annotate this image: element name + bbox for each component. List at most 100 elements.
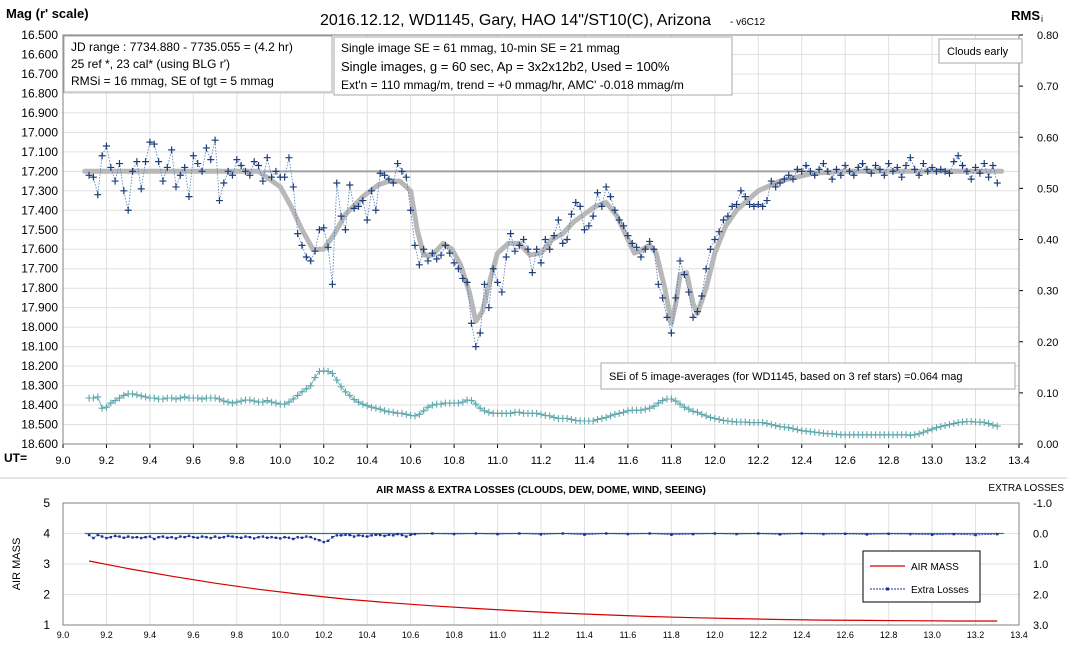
mag-point	[215, 197, 223, 205]
mag-point	[311, 247, 319, 255]
extra-losses-point	[200, 535, 204, 538]
extra-losses-point	[270, 535, 273, 539]
mag-point	[424, 257, 432, 265]
rms-point	[328, 369, 336, 377]
x-tick-label: 10.2	[313, 455, 334, 467]
x-tick-label: 13.2	[965, 455, 986, 467]
sub-plot-frame	[62, 502, 1020, 626]
extra-losses-point	[496, 532, 499, 536]
rms-point	[324, 367, 332, 375]
extra-losses-point	[413, 532, 417, 536]
x-axis-ticks: 9.0 9.2 9.4 9.6 9.8 10.0 10.2 10.4 10.6 10.8 11.0 1…	[55, 455, 1029, 467]
info-box-1	[63, 35, 333, 93]
rms-point	[759, 419, 767, 427]
mag-point	[94, 191, 102, 199]
mag-point	[420, 245, 428, 253]
extra-losses-point	[153, 537, 156, 541]
rms-point	[250, 397, 258, 405]
mag-point	[906, 154, 914, 162]
sub-x-tick-label: 10.0	[272, 630, 290, 640]
rms-point	[607, 412, 615, 420]
sub-y-right-tick-label: 2.0	[1033, 590, 1048, 602]
mag-point	[598, 202, 606, 210]
rms-point	[281, 400, 289, 408]
extra-losses-point	[757, 532, 760, 535]
rms-point	[111, 397, 119, 405]
y-left-tick-label: 16.900	[21, 106, 58, 120]
extra-losses-point	[100, 535, 104, 538]
y-right-tick-label: 0.80	[1037, 30, 1058, 42]
rms-point	[102, 403, 110, 411]
extra-losses-point	[96, 533, 99, 537]
rms-point	[389, 408, 397, 416]
rms-point	[211, 394, 219, 402]
mag-point	[224, 167, 232, 175]
info-box-2-line: Ext'n = 110 mmag/m, trend = +0 mmag/hr, …	[341, 78, 684, 92]
mag-point	[854, 163, 862, 171]
mag-point	[467, 319, 475, 327]
mag-point	[607, 193, 615, 201]
x-tick-label: 12.2	[748, 455, 769, 467]
extra-losses-point	[626, 532, 630, 536]
extra-losses-point	[174, 537, 178, 540]
rms-point	[237, 397, 245, 405]
mag-point	[237, 161, 245, 169]
extra-losses-point	[843, 532, 847, 536]
info-box-2-line: Single image SE = 61 mmag, 10-min SE = 2…	[341, 41, 620, 55]
mag-point	[346, 181, 354, 189]
mag-point	[541, 236, 549, 243]
extra-losses-point	[887, 532, 890, 536]
sub-y-right-tick-label: 3.0	[1033, 620, 1048, 632]
sub-y-left-tick-label: 1	[43, 618, 50, 632]
extra-losses-point	[322, 540, 325, 544]
mag-point	[194, 160, 202, 168]
mag-point	[202, 144, 210, 152]
rms-point	[476, 404, 484, 412]
extra-losses-point	[357, 534, 360, 537]
mag-point	[754, 200, 762, 208]
mag-point	[159, 177, 167, 185]
mag-point	[733, 200, 741, 208]
mag-point	[472, 343, 480, 351]
y-left-tick-label: 18.400	[21, 398, 58, 412]
mag-point	[915, 171, 923, 179]
mag-point	[102, 142, 110, 150]
sub-x-axis-ticks: 9.0 9.2 9.4 9.6 9.8 10.0 10.2 10.4 10.6 10.8 11.0 1…	[57, 630, 1028, 640]
rms-point	[593, 415, 601, 423]
rms-point	[454, 399, 462, 407]
mag-point	[115, 160, 123, 168]
extra-losses-point	[157, 535, 160, 539]
mag-point	[155, 158, 163, 166]
extra-losses-point	[140, 536, 143, 540]
mag-point	[798, 167, 806, 175]
sei-note-box	[600, 362, 1016, 390]
mag-point	[233, 156, 241, 164]
mag-point	[285, 154, 293, 162]
rms-point	[537, 410, 545, 418]
mag-point	[502, 253, 510, 261]
sub-x-tick-label: 9.0	[57, 630, 70, 640]
mag-point	[398, 167, 406, 175]
sub-x-tick-label: 11.2	[533, 630, 550, 640]
mag-point	[515, 241, 523, 249]
extra-losses-point	[179, 535, 182, 538]
mag-point	[576, 202, 584, 210]
rms-point	[89, 394, 97, 402]
rms-point	[354, 398, 362, 406]
mag-point	[572, 198, 580, 206]
rms-point	[693, 408, 701, 416]
mag-point	[646, 237, 654, 245]
rms-point	[485, 408, 493, 416]
mag-point	[611, 206, 619, 214]
mag-point	[602, 183, 610, 191]
mag-point	[937, 165, 945, 173]
rms-point	[220, 397, 228, 405]
extra-losses-point	[822, 532, 825, 536]
rms-point	[311, 374, 319, 382]
extra-losses-point	[326, 539, 330, 543]
mag-point	[815, 165, 823, 173]
x-tick-label: 10.0	[270, 455, 291, 467]
mag-points	[85, 136, 1001, 351]
rms-point	[176, 394, 184, 402]
mag-point	[381, 171, 389, 179]
